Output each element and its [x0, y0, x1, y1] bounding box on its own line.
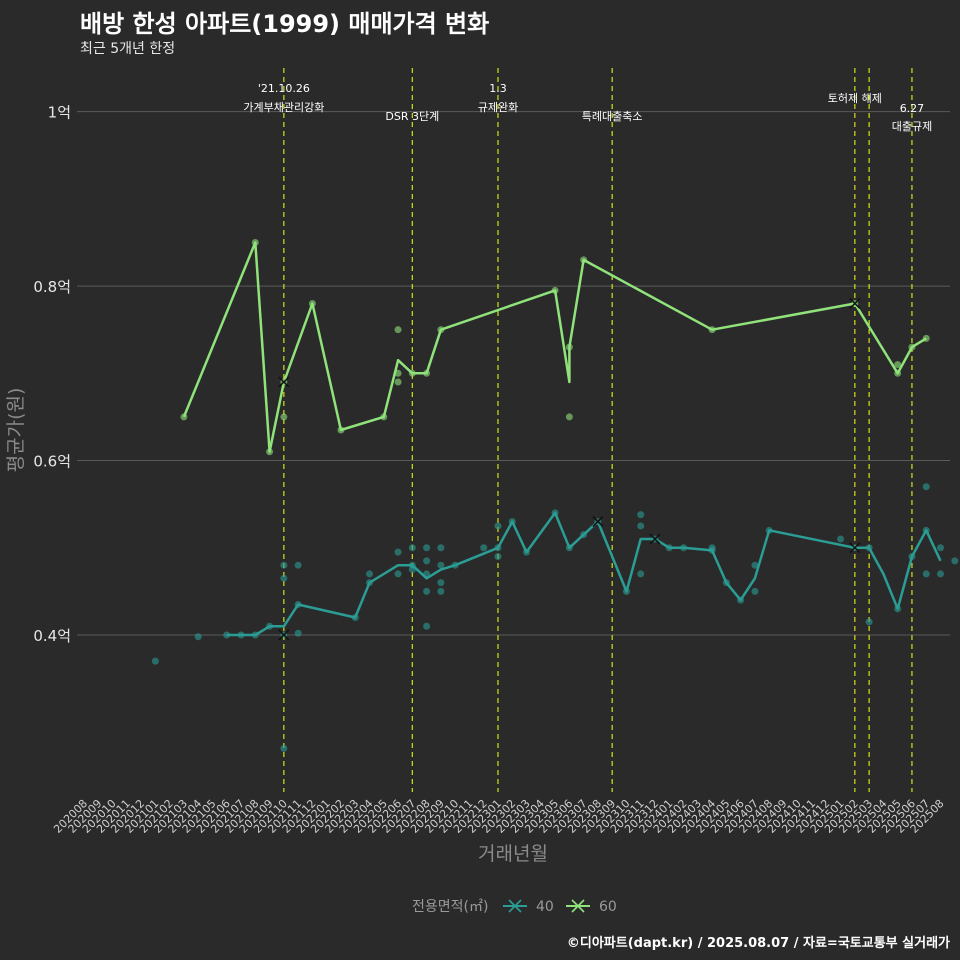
- legend-title: 전용면적(㎡): [412, 899, 488, 915]
- source-caption: ©디아파트(dapt.kr) / 2025.08.07 / 자료=국토교통부 실…: [566, 936, 950, 951]
- data-point-40: [294, 561, 302, 569]
- data-point-40: [837, 535, 845, 543]
- data-point-60: [394, 378, 402, 386]
- data-point-40: [437, 544, 445, 552]
- event-label: 규제완화: [478, 101, 518, 114]
- data-point-40: [637, 570, 645, 578]
- data-point-40: [151, 657, 159, 665]
- data-point-40: [194, 633, 202, 641]
- data-point-40: [751, 561, 759, 569]
- event-label: 6.27: [900, 102, 925, 115]
- data-point-60: [280, 413, 288, 421]
- data-point-40: [751, 587, 759, 595]
- y-tick-label: 0.6억: [33, 453, 71, 471]
- data-point-40: [280, 574, 288, 582]
- data-point-40: [637, 522, 645, 530]
- legend-label-60: 60: [599, 899, 617, 915]
- event-label: 토허제 해제: [828, 91, 882, 105]
- cross-marker-60: [849, 297, 861, 310]
- data-point-40: [423, 557, 431, 565]
- data-point-60: [894, 361, 902, 369]
- data-point-40: [280, 561, 288, 569]
- cross-marker-60: [278, 376, 290, 388]
- y-tick-label: 1억: [48, 104, 71, 122]
- data-point-40: [494, 522, 502, 530]
- legend-label-40: 40: [536, 899, 554, 915]
- legend-swatch-cross: [571, 899, 585, 913]
- chart-subtitle: 최근 5개년 한정: [80, 41, 176, 57]
- cross-marker-40: [649, 533, 661, 545]
- data-point-40: [394, 570, 402, 578]
- data-point-40: [294, 629, 302, 637]
- event-label: 특례대출축소: [582, 110, 643, 123]
- data-point-40: [366, 570, 373, 578]
- data-point-40: [922, 483, 930, 491]
- data-point-40: [437, 587, 445, 595]
- data-point-40: [922, 570, 930, 578]
- data-point-40: [937, 544, 944, 552]
- event-label: 대출규제: [892, 120, 932, 133]
- data-point-40: [280, 744, 288, 752]
- event-label: DSR 3단계: [385, 110, 439, 123]
- y-tick-label: 0.8억: [33, 278, 71, 296]
- data-point-40: [951, 557, 959, 565]
- legend-swatch-cross: [508, 899, 522, 913]
- data-point-40: [408, 544, 416, 552]
- data-point-40: [637, 511, 645, 519]
- data-point-60: [394, 326, 402, 334]
- cross-marker-40: [849, 542, 861, 554]
- series-line-60: [182, 241, 927, 454]
- x-axis-title: 거래년월: [478, 843, 548, 865]
- event-label: '21.10.26: [258, 82, 310, 95]
- event-label: 1.3: [489, 82, 507, 95]
- data-point-40: [223, 631, 231, 639]
- data-point-40: [437, 561, 445, 569]
- data-point-40: [937, 570, 944, 578]
- data-point-60: [565, 413, 573, 421]
- data-point-40: [865, 618, 873, 626]
- data-point-40: [423, 622, 431, 630]
- y-tick-label: 0.4억: [33, 627, 71, 645]
- data-point-40: [423, 587, 431, 595]
- cross-marker-40: [592, 516, 604, 528]
- event-label: 가계부채관리강화: [243, 101, 324, 114]
- data-point-40: [480, 544, 488, 552]
- data-point-40: [394, 548, 402, 556]
- y-axis-title: 평균가(원): [5, 388, 27, 473]
- chart-title: 배방 한성 아파트(1999) 매매가격 변화: [80, 10, 490, 38]
- cross-marker-40: [278, 629, 290, 641]
- data-point-40: [423, 544, 431, 552]
- data-point-40: [494, 552, 502, 560]
- data-point-40: [437, 579, 445, 587]
